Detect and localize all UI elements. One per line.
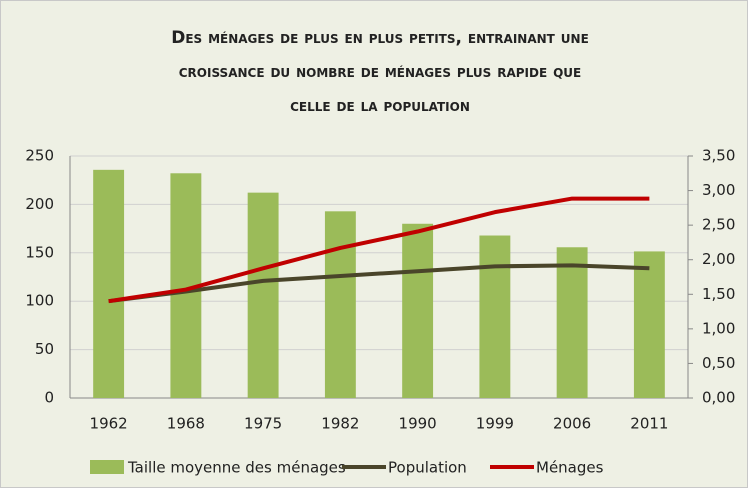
y2-tick-label: 3,50	[702, 147, 735, 165]
legend-label: Taille moyenne des ménages	[127, 459, 346, 477]
chart-title: celle de la population	[290, 96, 470, 116]
legend-swatch	[90, 460, 124, 474]
y-tick-label: 50	[35, 340, 54, 358]
x-tick-label: 1968	[167, 415, 205, 433]
y-tick-label: 0	[44, 389, 54, 407]
bar	[93, 169, 125, 398]
bar	[633, 251, 665, 398]
x-tick-label: 1975	[244, 415, 282, 433]
bar	[247, 192, 279, 398]
x-tick-label: 2006	[553, 415, 591, 433]
y2-tick-label: 2,00	[702, 250, 735, 268]
legend-label: Ménages	[536, 459, 604, 477]
x-tick-label: 2011	[630, 415, 668, 433]
chart-title: Des ménages de plus en plus petits, entr…	[171, 28, 589, 48]
line	[108, 196, 650, 304]
bar	[479, 235, 511, 398]
bar	[556, 247, 588, 398]
chart-title: croissance du nombre de ménages plus rap…	[179, 62, 582, 82]
bar	[324, 211, 356, 398]
line	[108, 263, 650, 304]
y-tick-label: 200	[25, 195, 54, 213]
y-tick-label: 100	[25, 292, 54, 310]
x-tick-label: 1999	[476, 415, 514, 433]
y2-tick-label: 2,50	[702, 216, 735, 234]
y2-tick-label: 3,00	[702, 181, 735, 199]
y2-tick-label: 1,50	[702, 285, 735, 303]
y-tick-label: 150	[25, 243, 54, 261]
y2-tick-label: 1,00	[702, 319, 735, 337]
bar	[402, 223, 434, 398]
x-tick-label: 1990	[399, 415, 437, 433]
y-tick-label: 250	[25, 147, 54, 165]
y2-tick-label: 0,50	[702, 354, 735, 372]
x-tick-label: 1982	[321, 415, 359, 433]
legend-label: Population	[388, 459, 467, 477]
x-tick-label: 1962	[90, 415, 128, 433]
y2-tick-label: 0,00	[702, 389, 735, 407]
